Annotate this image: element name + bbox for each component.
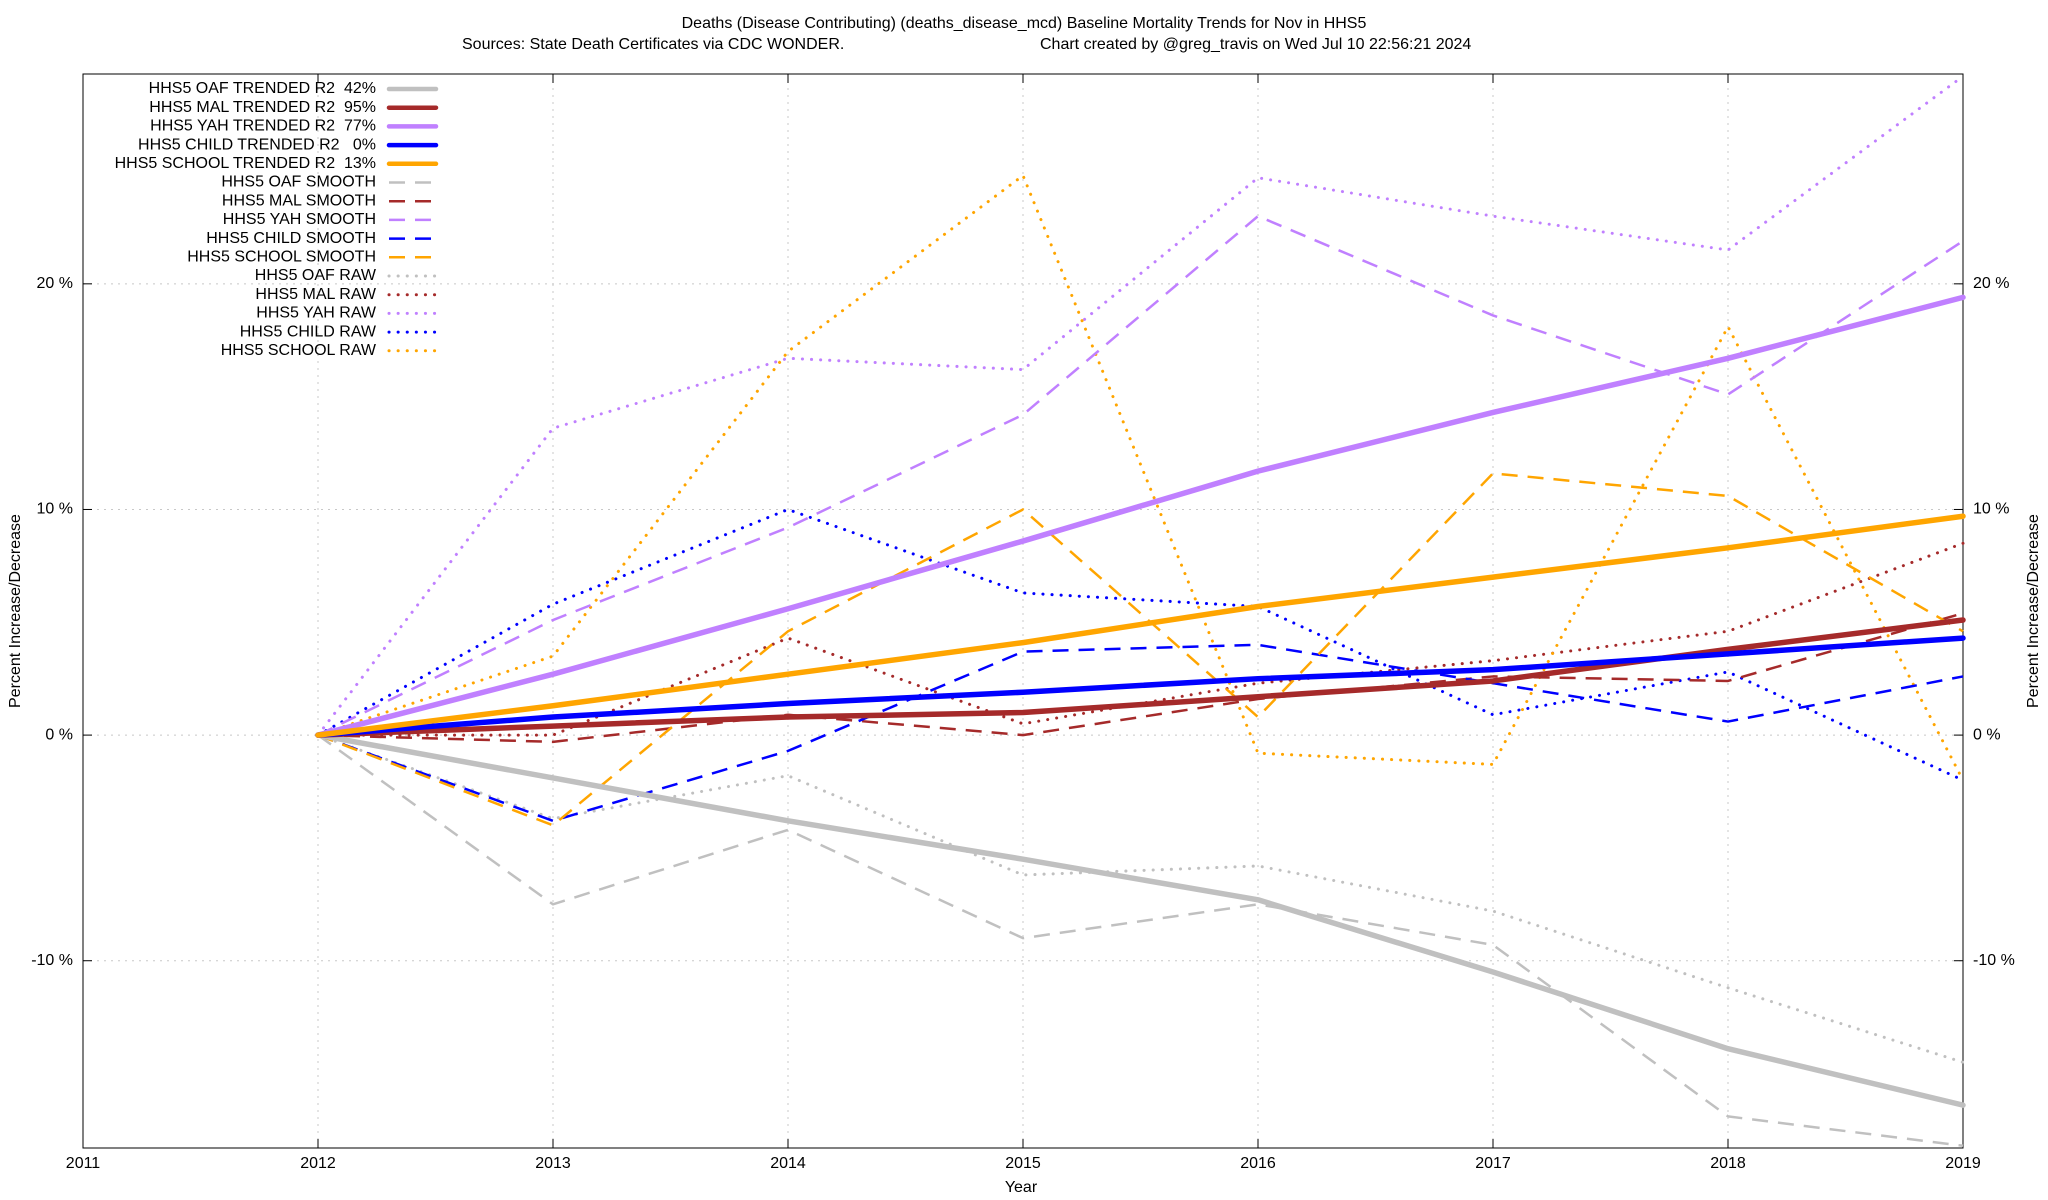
series-line xyxy=(316,541,1965,737)
series-line xyxy=(317,643,1964,823)
x-axis-label: Year xyxy=(1005,1179,1038,1196)
y-tick-label: 10 % xyxy=(37,501,73,518)
series-line xyxy=(317,472,1964,827)
legend-label: HHS5 OAF SMOOTH xyxy=(221,174,376,191)
series-line xyxy=(317,612,1964,744)
y2-axis-label: Percent Increase/Decrease xyxy=(2025,514,2042,708)
legend-label: HHS5 YAH TRENDED R2 77% xyxy=(150,118,376,135)
plot-border xyxy=(82,73,1964,1149)
series-line xyxy=(315,732,1966,1108)
legend-label: HHS5 MAL TRENDED R2 95% xyxy=(149,99,376,116)
series-line xyxy=(317,734,1964,1147)
legend-label: HHS5 MAL RAW xyxy=(255,286,377,303)
chart-title: Deaths (Disease Contributing) (deaths_di… xyxy=(682,15,1367,32)
series-line xyxy=(316,74,1965,737)
x-tick-label: 2017 xyxy=(1475,1155,1511,1172)
x-tick-label: 2015 xyxy=(1005,1155,1041,1172)
legend-label: HHS5 CHILD TRENDED R2 0% xyxy=(138,136,376,153)
series-line xyxy=(317,214,1964,737)
x-tick-label: 2018 xyxy=(1710,1155,1746,1172)
legend-label: HHS5 CHILD SMOOTH xyxy=(206,230,376,247)
y-tick-label: -10 % xyxy=(31,952,73,969)
series-line xyxy=(315,513,1966,738)
legend-label: HHS5 CHILD RAW xyxy=(240,323,377,340)
legend-label: HHS5 SCHOOL SMOOTH xyxy=(187,249,376,266)
legend-label: HHS5 OAF RAW xyxy=(255,267,377,284)
y-axis-label: Percent Increase/Decrease xyxy=(7,514,24,708)
y-tick-label: 0 % xyxy=(45,726,73,743)
series-line xyxy=(316,174,1965,782)
x-tick-label: 2014 xyxy=(770,1155,806,1172)
y2-tick-label: 10 % xyxy=(1973,501,2009,518)
y-tick-label: 20 % xyxy=(37,275,73,292)
series-line xyxy=(316,507,1965,782)
legend-label: HHS5 SCHOOL RAW xyxy=(221,342,377,359)
x-tick-label: 2012 xyxy=(300,1155,336,1172)
series-line xyxy=(315,294,1966,738)
legend-label: HHS5 YAH SMOOTH xyxy=(223,211,376,228)
chart-subtitle: Sources: State Death Certificates via CD… xyxy=(462,36,844,53)
x-tick-label: 2016 xyxy=(1240,1155,1276,1172)
y2-tick-label: 20 % xyxy=(1973,275,2009,292)
legend-label: HHS5 MAL SMOOTH xyxy=(222,192,376,209)
chart-credit: Chart created by @greg_travis on Wed Jul… xyxy=(1040,36,1471,53)
y2-tick-label: 0 % xyxy=(1973,726,2001,743)
legend-label: HHS5 YAH RAW xyxy=(256,305,377,322)
legend-label: HHS5 OAF TRENDED R2 42% xyxy=(149,80,376,97)
x-tick-label: 2011 xyxy=(66,1155,101,1172)
legend-label: HHS5 SCHOOL TRENDED R2 13% xyxy=(115,155,376,172)
y2-tick-label: -10 % xyxy=(1973,952,2015,969)
x-tick-label: 2019 xyxy=(1945,1155,1981,1172)
series-line xyxy=(315,635,1966,738)
x-tick-label: 2013 xyxy=(535,1155,571,1172)
